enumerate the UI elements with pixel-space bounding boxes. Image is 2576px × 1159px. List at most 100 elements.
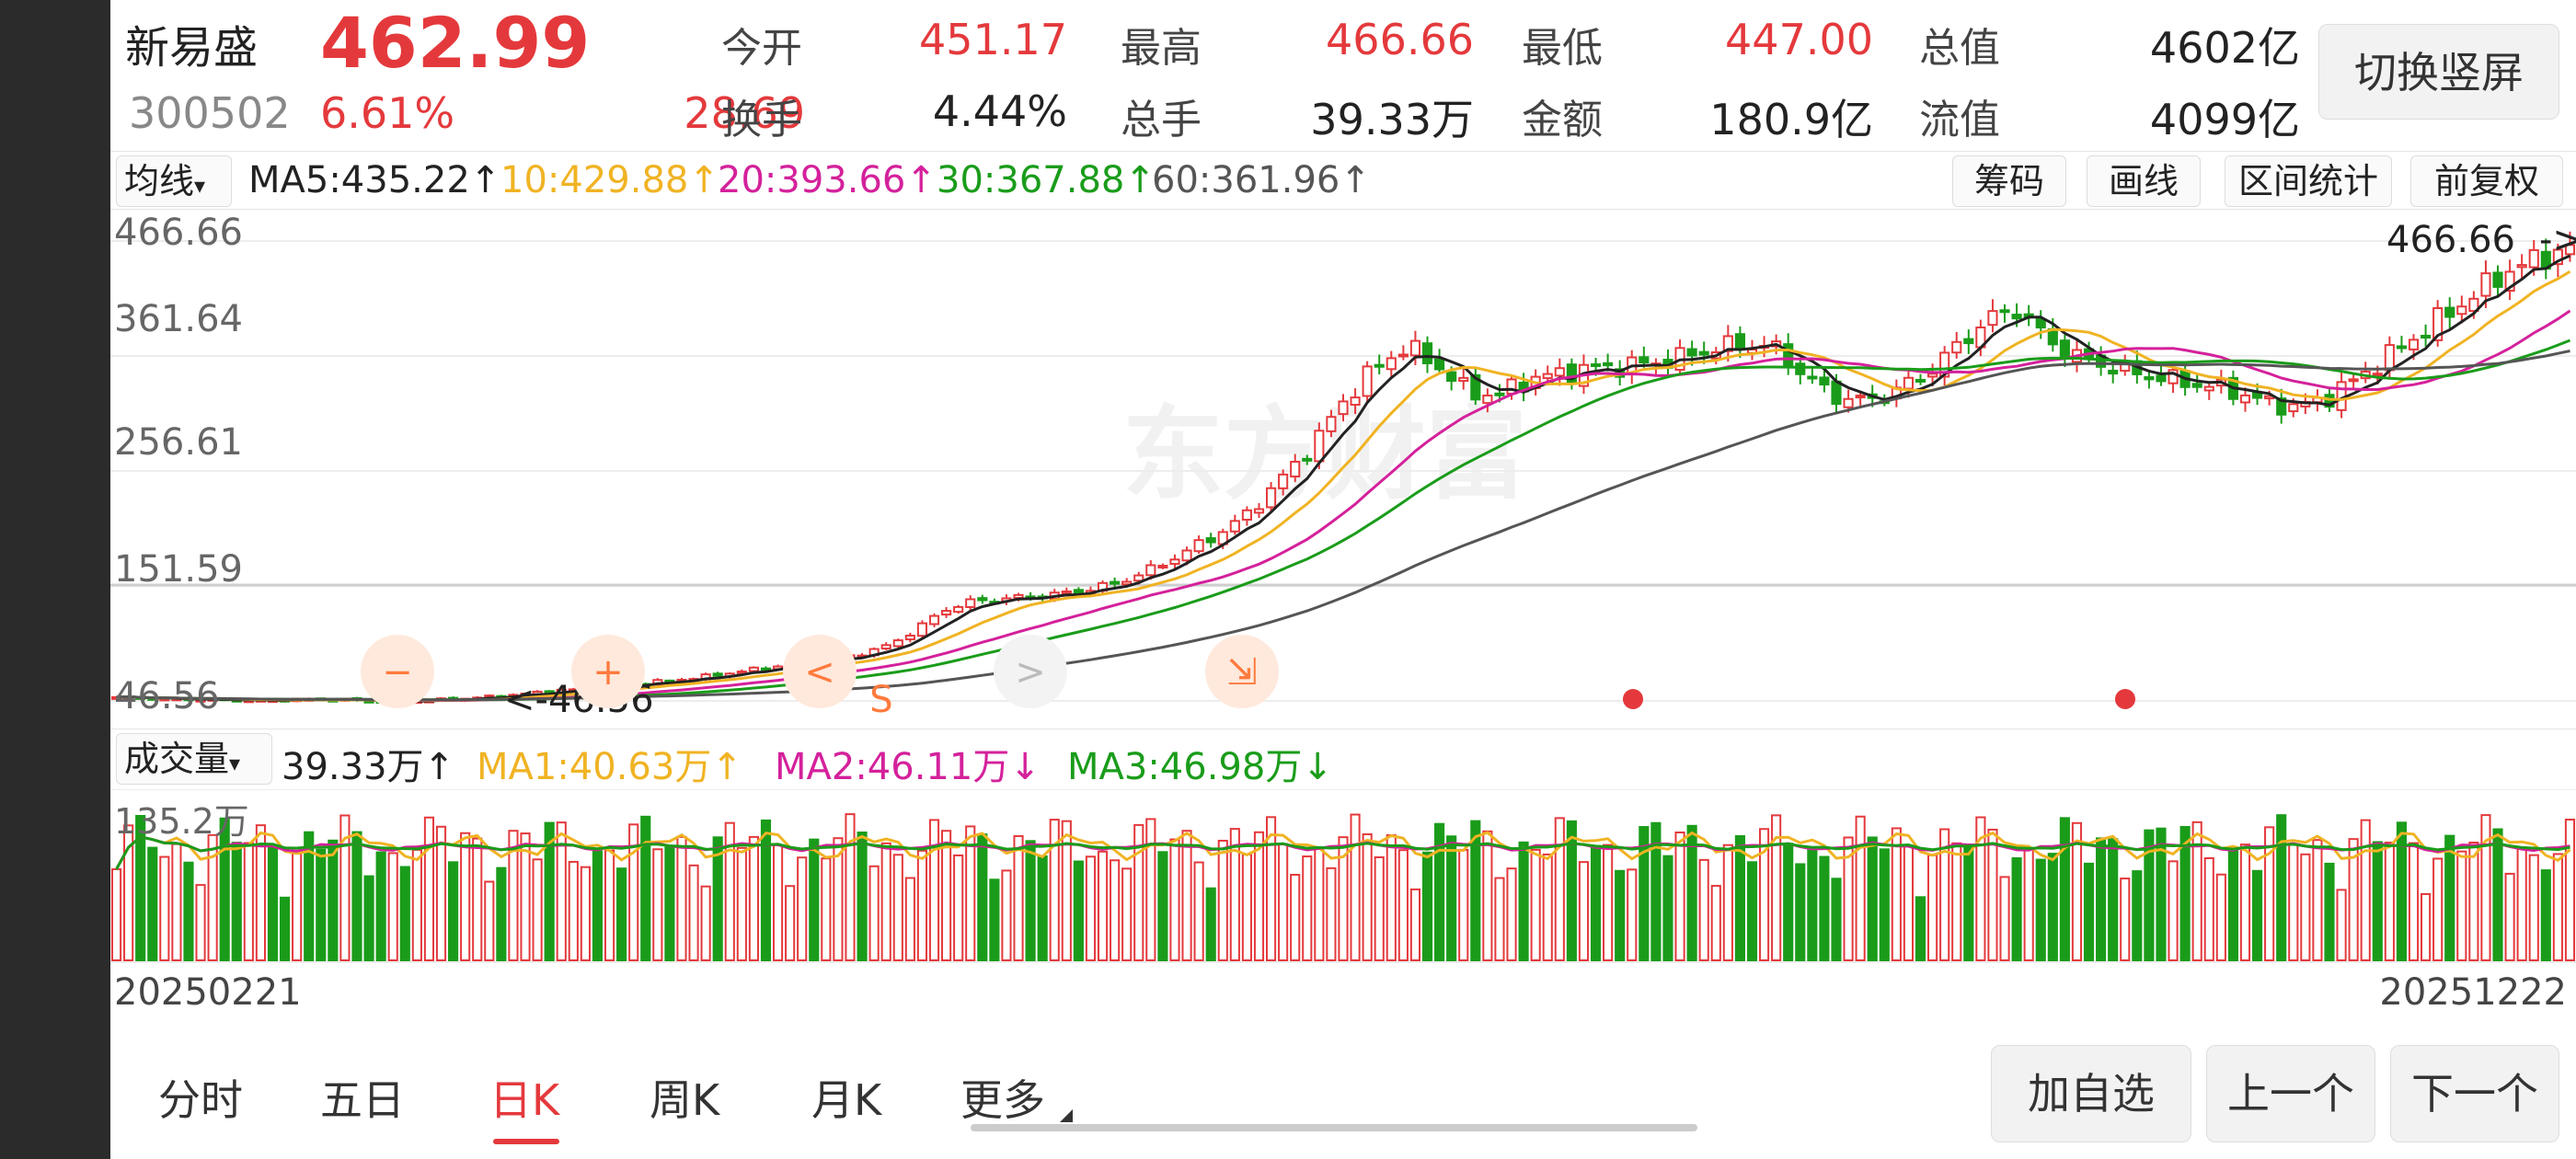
volume-bar (1278, 843, 1289, 961)
volume-bar (2564, 819, 2576, 962)
low-value: 447.00 (1725, 15, 1873, 64)
volume-bar (2540, 869, 2551, 961)
volume-bar (1975, 816, 1986, 961)
volume-bar (135, 814, 146, 961)
candle-body (2156, 374, 2167, 383)
horizontal-scrollbar[interactable] (971, 1124, 1697, 1131)
candle-body (2396, 345, 2408, 350)
volume-bar (1734, 834, 1745, 961)
stock-name: 新易盛 (125, 22, 259, 74)
tab-monthly-k[interactable]: 月K (811, 1075, 882, 1125)
price-axis-label: 151.59 (114, 548, 243, 591)
dropdown-arrow-icon: ▾ (229, 751, 241, 776)
candle-body (1302, 457, 1313, 462)
volume-select[interactable]: 成交量▾ (116, 733, 272, 785)
volume-bar (556, 821, 567, 962)
ma10-value: 10:429.88↑ (500, 159, 719, 201)
volume-bar (387, 852, 398, 961)
candle-body (2408, 339, 2420, 350)
tab-five-day[interactable]: 五日 (320, 1075, 405, 1125)
volume-bar (916, 849, 928, 961)
candle-body (2348, 378, 2359, 383)
range-stats-button[interactable]: 区间统计 (2225, 155, 2392, 207)
event-marker[interactable]: ⇲ (1205, 635, 1279, 708)
volume-bar (1722, 843, 1733, 962)
forward-adjust-button[interactable]: 前复权 (2410, 155, 2563, 207)
switch-portrait-button[interactable]: 切换竖屏 (2318, 24, 2559, 120)
volume-bar (809, 838, 820, 961)
volume-bar (2179, 825, 2191, 962)
turnover-value: 4.44% (932, 86, 1067, 136)
volume-bar (1290, 874, 1301, 961)
turnover-label: 换手 (721, 97, 802, 143)
volume-bar (628, 823, 639, 962)
next-stock-button[interactable]: 下一个 (2390, 1045, 2559, 1142)
volume-bar (207, 833, 218, 962)
candle-body (928, 614, 940, 625)
volume-bar (1217, 839, 1228, 962)
candle-body (2372, 373, 2383, 377)
high-annotation: 466.66 -> (2386, 219, 2576, 261)
event-marker[interactable]: + (571, 635, 645, 708)
candle-body (2421, 334, 2432, 339)
svg-text:+: + (592, 651, 624, 694)
volume-bar (748, 835, 759, 961)
volume-bar (435, 825, 447, 961)
volume-bar (2348, 838, 2359, 961)
previous-stock-button[interactable]: 上一个 (2206, 1045, 2375, 1142)
candle-body (2384, 344, 2395, 372)
event-marker[interactable]: > (994, 635, 1067, 708)
volume-bar (1470, 820, 1481, 962)
event-marker[interactable]: < (783, 635, 857, 708)
volume-bar (1061, 820, 1072, 961)
tab-intraday[interactable]: 分时 (158, 1075, 243, 1125)
event-marker[interactable]: S (869, 679, 892, 721)
candle-body (941, 610, 952, 616)
candle-body (1193, 539, 1204, 553)
volume-bar (640, 815, 651, 961)
volume-bar (2456, 850, 2467, 961)
candle-body (1843, 397, 1854, 408)
volume-bar (2191, 820, 2202, 961)
chips-button[interactable]: 筹码 (1952, 155, 2066, 207)
ma-select[interactable]: 均线▾ (116, 155, 232, 207)
volume-bar (1771, 814, 1782, 962)
volume-bar (1662, 855, 1673, 961)
candle-body (736, 671, 747, 675)
volume-bar (423, 816, 435, 961)
candle-body (1554, 367, 1565, 377)
volume-bar (532, 858, 543, 961)
candle-body (1205, 537, 1216, 544)
volume-bar (1338, 836, 1349, 961)
volume-bar (1710, 885, 1721, 961)
stock-code: 300502 (129, 88, 291, 138)
end-date: 20251222 (2379, 971, 2567, 1014)
tab-daily-k[interactable]: 日K (489, 1075, 560, 1125)
volume-axis-max: 135.2万 (114, 801, 249, 842)
volume-bar (592, 850, 604, 961)
tab-weekly-k[interactable]: 周K (650, 1075, 720, 1125)
volume-bar (195, 884, 206, 961)
volume-bar (183, 861, 194, 961)
volume-bar (171, 843, 182, 961)
candle-body (1326, 416, 1337, 432)
volume-bar (1590, 845, 1602, 962)
high-value: 466.66 (1326, 15, 1474, 64)
volume-bar (1326, 866, 1337, 961)
volume-bar (1482, 830, 1493, 962)
draw-line-button[interactable]: 画线 (2087, 155, 2201, 207)
volume-bar (1037, 855, 1048, 961)
add-watchlist-button[interactable]: 加自选 (1991, 1045, 2191, 1142)
volume-bar (1542, 853, 1553, 961)
total-lots-value: 39.33万 (1310, 95, 1474, 144)
amount-value: 180.9亿 (1709, 95, 1873, 144)
price-axis-label: 256.61 (114, 421, 243, 464)
event-marker[interactable]: − (361, 635, 434, 708)
candle-body (1734, 333, 1745, 350)
tab-more[interactable]: 更多 (960, 1075, 1045, 1125)
volume-chart[interactable]: 135.2万 (110, 789, 2576, 964)
amount-label: 金额 (1522, 97, 1603, 143)
kline-chart[interactable]: 东方财富 466.66 361.64 256.61 151.59 46.56 4… (110, 213, 2576, 721)
volume-bar (2132, 870, 2143, 961)
price-axis-label: 361.64 (114, 298, 243, 340)
